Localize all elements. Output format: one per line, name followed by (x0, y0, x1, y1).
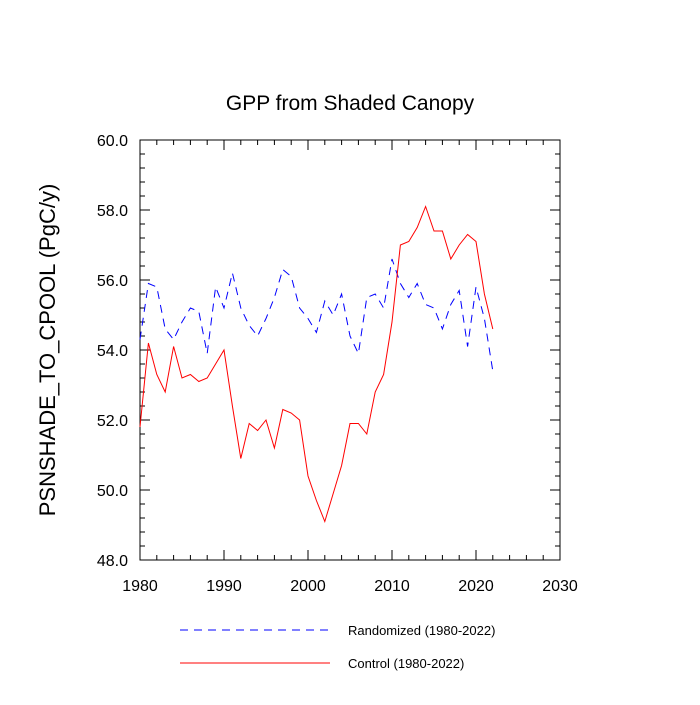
legend: Randomized (1980-2022) Control (1980-2022… (180, 623, 495, 671)
x-tick-label: 2030 (542, 578, 578, 595)
axis-ticks (139, 139, 561, 561)
y-tick-label: 54.0 (97, 343, 128, 360)
y-tick-label: 52.0 (97, 413, 128, 430)
series-line-control (139, 205, 494, 524)
plot-frame (139, 139, 561, 561)
y-tick-label: 56.0 (97, 273, 128, 290)
y-tick-label: 60.0 (97, 133, 128, 150)
x-tick-label: 2000 (290, 578, 326, 595)
y-axis-label: PSNSHADE_TO_CPOOL (PgC/y) (35, 184, 60, 517)
axis-tick-labels: 1980 1990 2000 2010 2020 2030 48.0 50.0 52.0 54.0… (97, 133, 578, 595)
series-group (139, 205, 494, 524)
legend-label-control: Control (1980-2022) (348, 656, 464, 671)
x-tick-label: 2010 (374, 578, 410, 595)
x-tick-label: 1990 (206, 578, 242, 595)
series-line-randomized (139, 258, 494, 372)
chart-title: GPP from Shaded Canopy (226, 92, 475, 115)
x-tick-label: 1980 (122, 578, 158, 595)
y-tick-label: 50.0 (97, 483, 128, 500)
x-tick-label: 2020 (458, 578, 494, 595)
y-tick-label: 58.0 (97, 203, 128, 220)
y-tick-label: 48.0 (97, 553, 128, 570)
legend-label-randomized: Randomized (1980-2022) (348, 623, 495, 638)
